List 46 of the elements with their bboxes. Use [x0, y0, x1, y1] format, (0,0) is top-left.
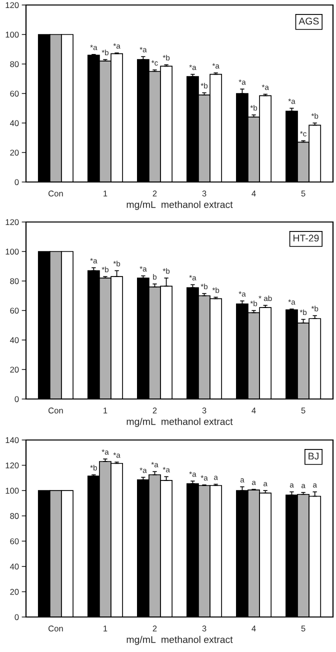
x-tick-label: 5 — [301, 190, 306, 196]
y-tick-label: 20 — [10, 588, 19, 595]
x-tick-label: Con — [48, 626, 63, 632]
x-axis-title: mg/mL methanol extract — [126, 418, 233, 427]
x-tick-label: Con — [48, 190, 63, 196]
y-tick-label: 60 — [10, 90, 19, 97]
y-tick-label: 80 — [10, 61, 19, 68]
text: BJ — [308, 452, 318, 460]
y-tick-label: 140 — [6, 437, 19, 444]
x-tick-label: 2 — [152, 626, 157, 632]
x-tick-label: 3 — [202, 408, 206, 414]
y-tick-label: 0 — [14, 614, 19, 620]
y-tick-label: 40 — [10, 564, 19, 570]
text: HT-29 — [294, 234, 319, 242]
x-axis-title: mg/mL methanol extract — [126, 636, 233, 645]
y-tick-label: 40 — [10, 120, 19, 126]
y-tick-label: 0 — [14, 396, 19, 402]
x-tick-label: 4 — [252, 190, 256, 196]
y-tick-label: 60 — [10, 538, 19, 544]
y-tick-label: 80 — [10, 278, 19, 284]
x-tick-label: 1 — [104, 626, 108, 632]
y-tick-label: 120 — [6, 2, 19, 8]
x-tick-label: 2 — [152, 408, 157, 414]
y-tick-label: 60 — [10, 308, 19, 314]
x-tick-label: 1 — [104, 190, 108, 196]
y-tick-label: 120 — [6, 462, 19, 468]
x-tick-label: 3 — [202, 190, 206, 196]
x-axis-title: mg/mL methanol extract — [126, 200, 233, 210]
y-tick-label: 20 — [10, 150, 19, 156]
y-tick-label: 120 — [6, 219, 19, 226]
x-tick-label: Con — [48, 408, 63, 414]
x-tick-label: 3 — [202, 626, 206, 632]
y-tick-label: 100 — [6, 488, 19, 494]
x-tick-label: 4 — [252, 626, 256, 632]
x-tick-label: 1 — [104, 408, 108, 414]
x-tick-label: 5 — [301, 408, 306, 414]
x-tick-label: 5 — [301, 626, 306, 632]
y-tick-label: 0 — [14, 179, 19, 186]
text: AGS — [298, 18, 319, 25]
x-tick-label: 2 — [152, 190, 157, 196]
y-tick-label: 100 — [6, 32, 19, 38]
y-tick-label: 20 — [10, 366, 19, 373]
y-tick-label: 40 — [10, 337, 19, 344]
x-tick-label: 4 — [252, 408, 256, 414]
y-tick-label: 80 — [10, 513, 19, 519]
y-tick-label: 100 — [6, 248, 19, 255]
